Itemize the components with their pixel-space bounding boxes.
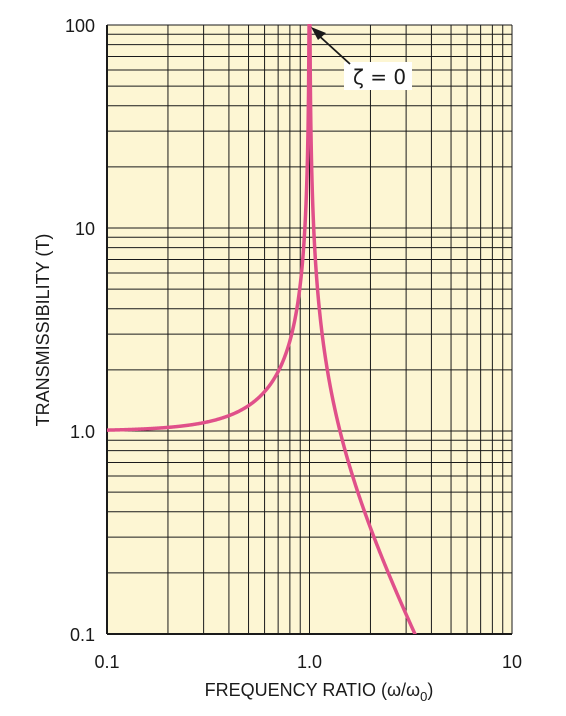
x-axis-title-subscript: 0: [420, 689, 427, 704]
y-axis-title: TRANSMISSIBILITY (T): [33, 234, 53, 427]
y-tick-label: 100: [65, 16, 95, 36]
annotation-arrow-shaft: [315, 32, 351, 65]
curves: [107, 24, 417, 634]
transmissibility-curve-below-resonance: [107, 24, 311, 432]
x-axis-title: FREQUENCY RATIO (ω/ω0): [205, 680, 434, 704]
y-tick-label: 0.1: [70, 625, 95, 645]
x-axis-title-main: FREQUENCY RATIO (ω/ω: [205, 680, 420, 700]
annotation-label-background: [344, 62, 412, 90]
y-tick-label: 10: [75, 219, 95, 239]
x-tick-label: 1.0: [297, 652, 322, 672]
x-tick-label: 0.1: [94, 652, 119, 672]
annotation-arrowhead: [311, 27, 326, 40]
y-tick-label: 1.0: [70, 422, 95, 442]
tick-labels: 0.1 1.0 10 0.1 1.0 10 100: [65, 16, 522, 672]
x-axis-title-close: ): [427, 680, 433, 700]
annotation-zeta: ζ = 0: [311, 27, 412, 90]
x-tick-label: 10: [502, 652, 522, 672]
annotation-label: ζ = 0: [353, 65, 406, 89]
transmissibility-curve-above-resonance: [308, 24, 417, 634]
